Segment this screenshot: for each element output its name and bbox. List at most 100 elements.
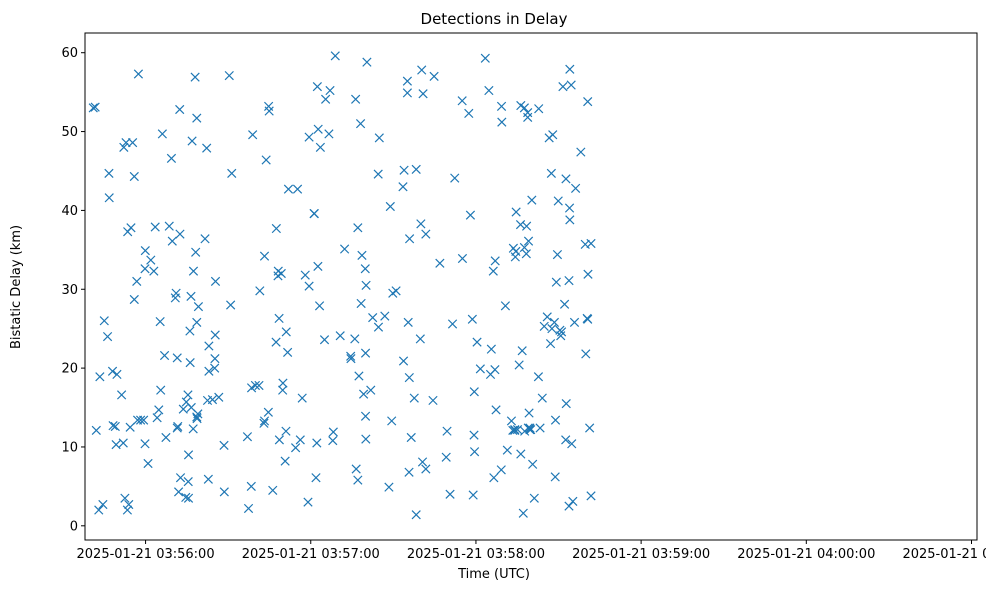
y-tick-label: 40 — [61, 204, 78, 219]
data-point — [185, 357, 195, 368]
data-point — [519, 242, 530, 253]
data-point — [469, 387, 479, 397]
data-point — [350, 334, 360, 344]
data-point — [207, 395, 218, 405]
data-point — [104, 168, 114, 178]
data-point — [200, 234, 210, 244]
x-tick-label: 2025-01-21 03:59:00 — [572, 547, 710, 562]
data-point — [264, 106, 274, 116]
data-point — [261, 155, 271, 165]
data-point — [475, 364, 485, 374]
data-point — [561, 174, 571, 184]
data-point — [523, 108, 533, 118]
data-point — [210, 354, 220, 364]
data-point — [527, 195, 537, 205]
data-point — [362, 57, 372, 67]
data-point — [214, 392, 224, 402]
data-point — [561, 435, 571, 445]
data-point — [404, 372, 414, 383]
data-point — [186, 291, 196, 301]
data-point — [297, 393, 307, 403]
x-axis-label: Time (UTC) — [457, 567, 530, 582]
data-point — [565, 215, 575, 225]
data-point — [157, 129, 167, 139]
data-point — [328, 436, 338, 446]
data-point — [227, 168, 237, 178]
data-point — [312, 81, 322, 92]
data-point — [143, 458, 153, 469]
data-point — [304, 132, 314, 142]
data-point — [171, 288, 181, 298]
data-point — [545, 339, 556, 349]
y-tick-label: 20 — [61, 362, 78, 377]
data-point — [313, 261, 323, 272]
data-point — [558, 81, 568, 92]
x-tick-label: 2025-01-21 03:57:00 — [242, 547, 380, 562]
data-point — [521, 221, 532, 231]
data-point — [391, 286, 401, 296]
data-point — [175, 104, 185, 115]
data-point — [469, 447, 480, 457]
data-point — [550, 415, 561, 425]
data-point — [548, 130, 558, 140]
data-point — [226, 300, 236, 310]
data-point — [140, 439, 150, 449]
data-point — [496, 465, 506, 475]
data-point — [398, 182, 408, 192]
data-point — [361, 280, 371, 290]
data-point — [281, 426, 291, 436]
data-point — [428, 395, 438, 406]
data-point — [224, 70, 234, 81]
data-point — [250, 380, 261, 391]
data-point — [358, 389, 369, 399]
data-point — [172, 423, 182, 433]
data-point — [411, 510, 421, 520]
data-point — [128, 137, 138, 148]
data-point — [387, 416, 397, 426]
data-point — [314, 301, 325, 311]
data-point — [421, 229, 431, 239]
data-point — [490, 256, 500, 266]
data-point — [564, 501, 574, 511]
data-point — [490, 365, 500, 375]
data-point — [565, 64, 575, 74]
data-point — [203, 474, 213, 484]
data-point — [546, 168, 556, 178]
data-point — [534, 104, 544, 114]
y-axis: 0 10 20 30 40 50 60 — [61, 46, 85, 534]
y-tick-label: 60 — [61, 46, 78, 61]
data-point — [188, 266, 199, 276]
data-point — [140, 264, 150, 274]
data-point — [355, 119, 366, 129]
data-point — [300, 270, 310, 280]
data-point — [183, 493, 194, 503]
data-point — [421, 464, 431, 474]
data-point — [523, 236, 534, 246]
data-point — [402, 88, 413, 98]
data-point — [380, 311, 390, 321]
data-point — [418, 89, 428, 99]
data-point — [167, 236, 177, 246]
data-point — [88, 103, 98, 113]
data-point — [519, 103, 530, 113]
data-point — [172, 353, 182, 363]
data-point — [192, 412, 202, 422]
data-point — [529, 493, 539, 503]
data-point — [373, 169, 383, 179]
data-point — [583, 314, 593, 324]
data-point — [553, 196, 563, 206]
y-tick-label: 10 — [61, 440, 78, 455]
data-point — [489, 473, 499, 483]
data-point — [502, 445, 512, 455]
data-point — [95, 372, 105, 382]
data-point — [328, 427, 338, 437]
data-point — [491, 405, 501, 415]
data-point — [353, 223, 363, 233]
data-point — [417, 457, 428, 467]
data-point — [516, 449, 526, 459]
data-point — [526, 424, 536, 435]
data-point — [155, 316, 165, 327]
y-tick-label: 0 — [70, 519, 78, 534]
data-point — [404, 467, 414, 477]
